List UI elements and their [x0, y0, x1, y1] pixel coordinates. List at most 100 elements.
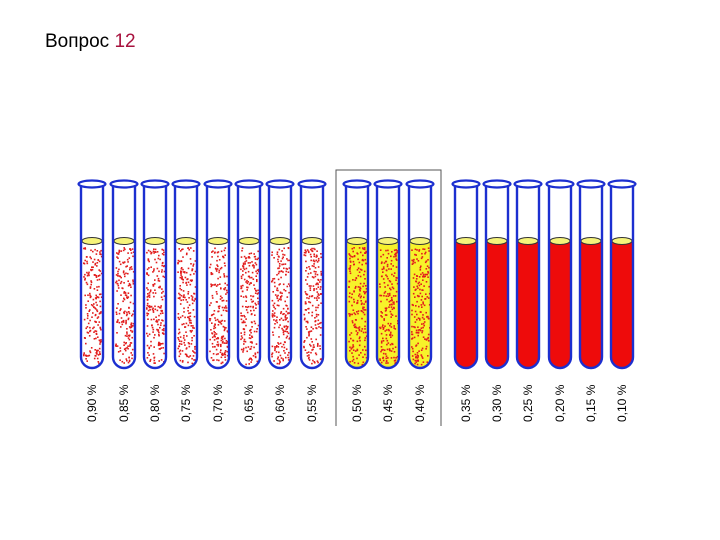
meniscus — [238, 237, 260, 245]
test-tube: 0,70 % — [203, 179, 233, 422]
meniscus — [517, 237, 539, 245]
meniscus — [486, 237, 508, 245]
red-cells — [411, 247, 431, 366]
red-cells — [348, 247, 368, 366]
tube-rim — [234, 179, 264, 189]
tube-glass — [453, 184, 479, 370]
title-word: Вопрос — [45, 31, 110, 52]
concentration-label: 0,20 % — [553, 384, 567, 422]
test-tube: 0,25 % — [513, 179, 543, 422]
test-tube: 0,45 % — [373, 179, 403, 422]
meniscus — [81, 237, 103, 245]
meniscus — [113, 237, 135, 245]
concentration-label: 0,25 % — [521, 384, 535, 422]
tube-liquid — [238, 241, 260, 368]
tube-liquid — [549, 241, 571, 368]
highlight-frame-line — [335, 169, 442, 426]
concentration-label: 0,65 % — [242, 384, 256, 422]
meniscus — [269, 237, 291, 245]
tube-glass — [484, 184, 510, 370]
tube-rim — [265, 179, 295, 189]
meniscus — [175, 237, 197, 245]
tube-liquid — [144, 241, 166, 368]
concentration-label: 0,40 % — [413, 384, 427, 422]
tube-liquid — [455, 241, 477, 368]
tube-rim — [405, 179, 435, 189]
tube-liquid — [346, 241, 368, 368]
tube-glass — [111, 184, 137, 370]
meniscus — [207, 237, 229, 245]
meniscus — [409, 237, 431, 245]
slide-title: Вопрос 12 — [45, 31, 136, 53]
red-cells — [146, 248, 166, 364]
concentration-label: 0,50 % — [350, 384, 364, 422]
tube-glass — [407, 184, 433, 370]
tube-rim — [109, 179, 139, 189]
tube-rim — [203, 179, 233, 189]
test-tube: 0,85 % — [109, 179, 139, 422]
tube-glass — [299, 184, 325, 370]
tube-rim — [545, 179, 575, 189]
tube-rim — [607, 179, 637, 189]
test-tube: 0,90 % — [77, 179, 107, 422]
tube-glass — [267, 184, 293, 370]
concentration-label: 0,15 % — [584, 384, 598, 422]
concentration-label: 0,55 % — [305, 384, 319, 422]
concentration-label: 0,80 % — [148, 384, 162, 422]
test-tube: 0,35 % — [451, 179, 481, 422]
meniscus — [346, 237, 368, 245]
red-cells — [115, 247, 135, 364]
tube-glass — [205, 184, 231, 370]
tube-glass — [609, 184, 635, 370]
tube-liquid — [409, 241, 431, 368]
title-number: 12 — [114, 31, 136, 52]
tube-liquid — [611, 241, 633, 368]
highlight-frame — [335, 169, 442, 426]
tube-rim — [373, 179, 403, 189]
tube-glass — [173, 184, 199, 370]
concentration-label: 0,30 % — [490, 384, 504, 422]
concentration-label: 0,85 % — [117, 384, 131, 422]
red-cells — [240, 247, 260, 366]
meniscus — [377, 237, 399, 245]
test-tube: 0,40 % — [405, 179, 435, 422]
tube-glass — [79, 184, 105, 370]
meniscus — [144, 237, 166, 245]
tube-glass — [375, 184, 401, 370]
tube-liquid — [269, 241, 291, 368]
red-cells — [271, 247, 291, 365]
tube-liquid — [486, 241, 508, 368]
meniscus — [301, 237, 323, 245]
test-tube: 0,30 % — [482, 179, 512, 422]
red-cells — [209, 247, 229, 365]
tube-liquid — [580, 241, 602, 368]
meniscus — [611, 237, 633, 245]
test-tube: 0,10 % — [607, 179, 637, 422]
concentration-label: 0,60 % — [273, 384, 287, 422]
red-cells — [177, 247, 197, 365]
concentration-label: 0,75 % — [179, 384, 193, 422]
test-tube: 0,20 % — [545, 179, 575, 422]
concentration-label: 0,10 % — [615, 384, 629, 422]
tube-liquid — [301, 241, 323, 368]
concentration-label: 0,45 % — [381, 384, 395, 422]
tube-glass — [515, 184, 541, 370]
tube-rim — [482, 179, 512, 189]
test-tube: 0,15 % — [576, 179, 606, 422]
tube-glass — [344, 184, 370, 370]
concentration-label: 0,90 % — [85, 384, 99, 422]
red-cells — [83, 247, 103, 365]
test-tube: 0,50 % — [342, 179, 372, 422]
tube-glass — [578, 184, 604, 370]
meniscus — [455, 237, 477, 245]
tube-rim — [342, 179, 372, 189]
tube-liquid — [517, 241, 539, 368]
tube-rim — [576, 179, 606, 189]
tube-rim — [297, 179, 327, 189]
tube-rim — [140, 179, 170, 189]
test-tube: 0,65 % — [234, 179, 264, 422]
tube-glass — [547, 184, 573, 370]
red-cells — [303, 247, 323, 365]
tube-rim — [451, 179, 481, 189]
